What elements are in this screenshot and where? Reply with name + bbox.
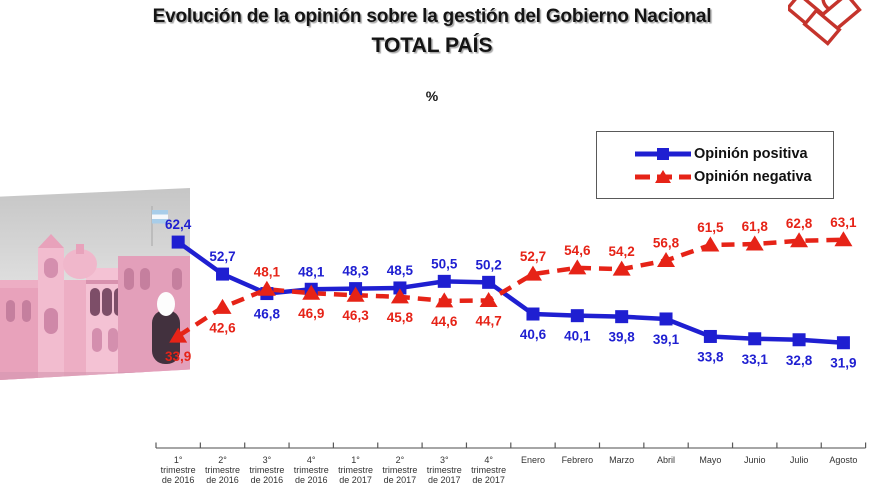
negative-data-point bbox=[302, 284, 321, 300]
positive-data-label: 33,1 bbox=[742, 352, 769, 367]
positive-data-point bbox=[659, 312, 673, 326]
negative-data-label: 42,6 bbox=[209, 320, 236, 335]
positive-data-point bbox=[482, 275, 496, 289]
positive-data-label: 39,1 bbox=[653, 332, 680, 347]
red-diamonds-logo-icon bbox=[785, 0, 862, 46]
positive-data-point bbox=[792, 333, 806, 347]
negative-data-point bbox=[213, 298, 232, 314]
negative-data-point bbox=[568, 259, 587, 275]
x-tick-label: Junio bbox=[744, 455, 766, 465]
positive-data-label: 39,8 bbox=[609, 330, 636, 345]
negative-data-label: 46,3 bbox=[342, 308, 369, 323]
positive-data-point bbox=[393, 281, 407, 295]
x-tick-label: Marzo bbox=[609, 455, 634, 465]
page-title: Evolución de la opinión sobre la gestión… bbox=[152, 6, 712, 27]
positive-data-point bbox=[570, 309, 584, 323]
x-tick-label: Agosto bbox=[829, 455, 857, 465]
positive-data-point bbox=[703, 329, 717, 343]
negative-data-point bbox=[523, 265, 542, 281]
x-tick-label: 4° trimestre de 2017 bbox=[471, 455, 506, 485]
x-tick-label: 3° trimestre de 2016 bbox=[249, 455, 284, 485]
positive-data-point bbox=[171, 235, 185, 249]
positive-data-label: 52,7 bbox=[209, 249, 235, 264]
negative-data-label: 48,1 bbox=[254, 264, 281, 279]
negative-data-label: 54,2 bbox=[609, 244, 635, 259]
negative-data-label: 44,6 bbox=[431, 314, 458, 329]
legend-item-negative: Opinión negativa bbox=[635, 169, 833, 185]
negative-data-point bbox=[657, 252, 676, 268]
positive-data-label: 48,3 bbox=[342, 264, 369, 279]
negative-data-label: 45,8 bbox=[387, 310, 414, 325]
positive-data-label: 31,9 bbox=[830, 356, 856, 371]
positive-data-label: 40,6 bbox=[520, 327, 547, 342]
legend-label-positive: Opinión positiva bbox=[694, 145, 808, 162]
positive-data-label: 62,4 bbox=[165, 217, 192, 232]
positive-data-label: 46,8 bbox=[254, 307, 281, 322]
logo bbox=[785, 0, 880, 62]
negative-data-point bbox=[390, 288, 409, 304]
negative-data-point bbox=[169, 327, 188, 343]
negative-data-label: 56,8 bbox=[653, 236, 680, 251]
positive-data-label: 33,8 bbox=[697, 349, 724, 364]
positive-data-label: 32,8 bbox=[786, 353, 813, 368]
negative-data-label: 44,7 bbox=[475, 313, 501, 328]
x-tick-label: 2° trimestre de 2017 bbox=[382, 455, 417, 485]
negative-series-line bbox=[176, 237, 844, 339]
negative-data-point bbox=[435, 292, 454, 308]
x-tick-label: Mayo bbox=[699, 455, 721, 465]
x-tick-label: 2° trimestre de 2016 bbox=[205, 455, 240, 485]
header: Evolución de la opinión sobre la gestión… bbox=[0, 6, 864, 58]
page-subtitle: TOTAL PAÍS bbox=[371, 34, 493, 57]
positive-series-line bbox=[176, 240, 844, 345]
positive-data-point bbox=[216, 267, 230, 281]
x-tick-label: 1° trimestre de 2017 bbox=[338, 455, 373, 485]
negative-series-sample-icon bbox=[635, 169, 691, 183]
x-tick-label: Febrero bbox=[562, 455, 594, 465]
legend-label-negative: Opinión negativa bbox=[694, 168, 812, 185]
negative-data-point bbox=[834, 231, 853, 247]
negative-data-point bbox=[701, 236, 720, 252]
negative-data-label: 62,8 bbox=[786, 216, 813, 231]
negative-data-point bbox=[745, 235, 764, 251]
x-tick-label: Enero bbox=[521, 455, 545, 465]
negative-data-point bbox=[257, 280, 276, 296]
negative-data-point bbox=[612, 260, 631, 276]
negative-data-label: 52,7 bbox=[520, 249, 546, 264]
negative-data-label: 33,9 bbox=[165, 349, 191, 364]
negative-data-label: 61,8 bbox=[742, 219, 769, 234]
negative-data-label: 54,6 bbox=[564, 243, 591, 258]
positive-data-point bbox=[836, 336, 850, 350]
x-tick-label: 1° trimestre de 2016 bbox=[161, 455, 196, 485]
negative-data-label: 61,5 bbox=[697, 220, 724, 235]
positive-data-label: 48,1 bbox=[298, 264, 325, 279]
positive-data-label: 40,1 bbox=[564, 329, 591, 344]
unit-label: % bbox=[425, 88, 439, 104]
chart-legend: Opinión positiva Opinión negativa bbox=[596, 131, 834, 199]
positive-data-point bbox=[615, 310, 629, 324]
x-tick-label: Abril bbox=[657, 455, 675, 465]
x-tick-label: Julio bbox=[790, 455, 809, 465]
negative-data-point bbox=[790, 232, 809, 248]
positive-data-label: 50,5 bbox=[431, 256, 458, 271]
negative-data-point bbox=[346, 286, 365, 302]
x-tick-label: 4° trimestre de 2016 bbox=[294, 455, 329, 485]
positive-data-label: 50,2 bbox=[475, 257, 501, 272]
legend-item-positive: Opinión positiva bbox=[635, 146, 833, 162]
positive-series-sample-icon bbox=[635, 147, 691, 160]
negative-data-point bbox=[479, 291, 498, 307]
positive-data-point bbox=[437, 274, 451, 288]
positive-data-point bbox=[526, 307, 540, 321]
negative-data-label: 46,9 bbox=[298, 306, 324, 321]
positive-data-point bbox=[748, 332, 762, 346]
casa-rosada-illustration bbox=[0, 188, 190, 380]
positive-data-label: 48,5 bbox=[387, 263, 414, 278]
negative-data-label: 63,1 bbox=[830, 215, 857, 230]
casa-rosada-photo bbox=[0, 188, 190, 380]
x-tick-label: 3° trimestre de 2017 bbox=[427, 455, 462, 485]
